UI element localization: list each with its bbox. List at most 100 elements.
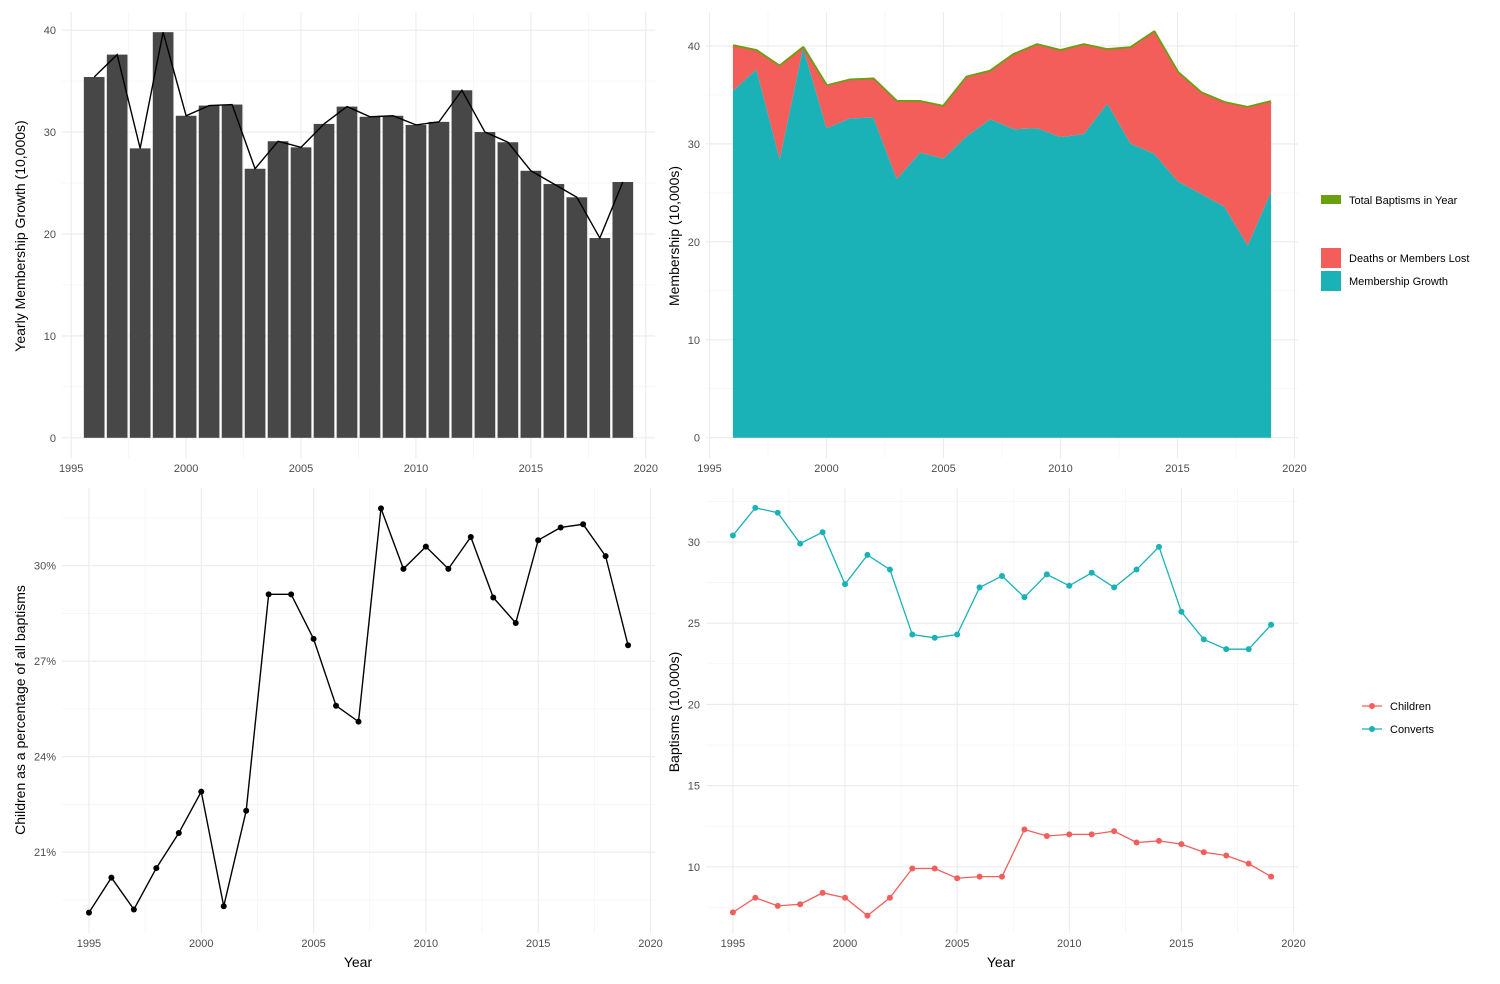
y-tick-label: 27% [34,656,56,668]
converts-data-point [976,584,983,591]
converts-data-point [999,573,1005,580]
bar [290,147,312,438]
legend-key-total-baptisms [1321,195,1341,204]
x-tick-label: 2000 [174,463,198,475]
growth-trend-line [93,31,624,240]
converts-data-point [1088,569,1095,576]
x-tick-label: 2015 [519,463,543,475]
plot-marks [732,30,1272,438]
converts-data-point [954,631,961,638]
data-point [355,718,362,725]
x-tick-label: 1995 [721,938,745,950]
converts-data-point [1043,571,1050,578]
data-point [85,909,92,916]
data-point [580,521,587,528]
data-point [377,505,384,512]
converts-data-point [842,581,849,588]
converts-data-point [1111,584,1118,591]
bar [175,115,197,438]
converts-data-point [1066,582,1073,589]
bar [221,104,243,438]
data-point [467,534,474,541]
children-data-point [1021,826,1028,833]
y-axis-title: Children as a percentage of all baptisms [12,585,28,835]
children-data-point [729,909,736,916]
converts-data-point [797,540,804,547]
data-point [288,591,295,598]
bar [451,90,473,438]
x-axis-title: Year [344,954,373,970]
y-axis-ticks: 0 10 20 30 40 [44,25,56,445]
y-tick-label: 20 [44,229,56,241]
bar [405,124,427,438]
converts-data-point [1268,621,1275,628]
data-point [108,874,115,881]
x-tick-label: 2010 [1048,463,1072,475]
x-tick-label: 2000 [833,938,857,950]
bar [428,121,450,438]
converts-data-point [886,566,893,573]
x-tick-label: 1995 [697,463,721,475]
x-tick-label: 1995 [77,938,101,950]
y-tick-label: 10 [688,862,700,874]
x-tick-label: 2010 [404,463,428,475]
data-point [220,903,227,910]
bar [474,132,496,438]
x-tick-label: 2020 [1281,938,1305,950]
bar [267,141,289,438]
y-tick-label: 40 [44,25,56,37]
bar [83,77,105,438]
children-data-point [752,894,759,901]
y-tick-label: 21% [34,847,56,859]
children-data-point [886,894,893,901]
x-tick-label: 2015 [526,938,550,950]
converts-data-point [819,529,826,536]
data-point [400,565,407,572]
x-axis-ticks: 1995 2000 2005 2010 2015 2020 [59,463,658,475]
bar [612,182,634,438]
y-tick-label: 30 [688,139,700,151]
y-axis-ticks: 10 15 20 25 30 [688,537,700,874]
x-tick-label: 2010 [1057,938,1081,950]
data-point [602,553,609,560]
bar [520,170,542,438]
x-axis-title: Year [987,954,1016,970]
x-tick-label: 2015 [1169,938,1193,950]
legend-label-membership-growth: Membership Growth [1349,276,1448,288]
y-tick-label: 30 [44,127,56,139]
bar [336,106,358,438]
y-axis-ticks: 21% 24% 27% 30% [34,561,56,859]
legend-label-converts: Converts [1390,724,1435,736]
membership-growth-area [732,47,1272,438]
converts-data-point [1200,636,1207,643]
x-tick-label: 2020 [1282,463,1306,475]
converts-data-point [774,509,781,516]
y-tick-label: 40 [688,41,700,53]
children-data-point [1268,873,1275,880]
data-point [422,543,429,550]
yearly-growth-chart: 1995 2000 2005 2010 2015 2020 0 10 20 30 40 Yearl… [12,12,658,475]
converts-data-point [1223,646,1230,653]
bar [543,184,565,438]
data-point [445,565,452,572]
legend: Children Converts [1362,701,1435,736]
y-tick-label: 0 [694,433,700,445]
children-data-point [1245,860,1252,867]
y-tick-label: 20 [688,699,700,711]
children-data-point [864,912,871,919]
y-tick-label: 10 [44,331,56,343]
children-data-point [1043,833,1050,840]
data-point [333,702,340,709]
legend-key-converts-dot [1369,726,1375,732]
children-data-point [954,875,961,882]
converts-data-point [1133,566,1140,573]
bar [244,168,266,438]
plot-marks [83,31,634,438]
plot-marks [729,504,1275,919]
y-tick-label: 0 [50,433,56,445]
data-point [557,524,564,531]
deaths-lost-area [732,32,1272,246]
y-tick-label: 10 [688,335,700,347]
data-point [153,865,160,872]
